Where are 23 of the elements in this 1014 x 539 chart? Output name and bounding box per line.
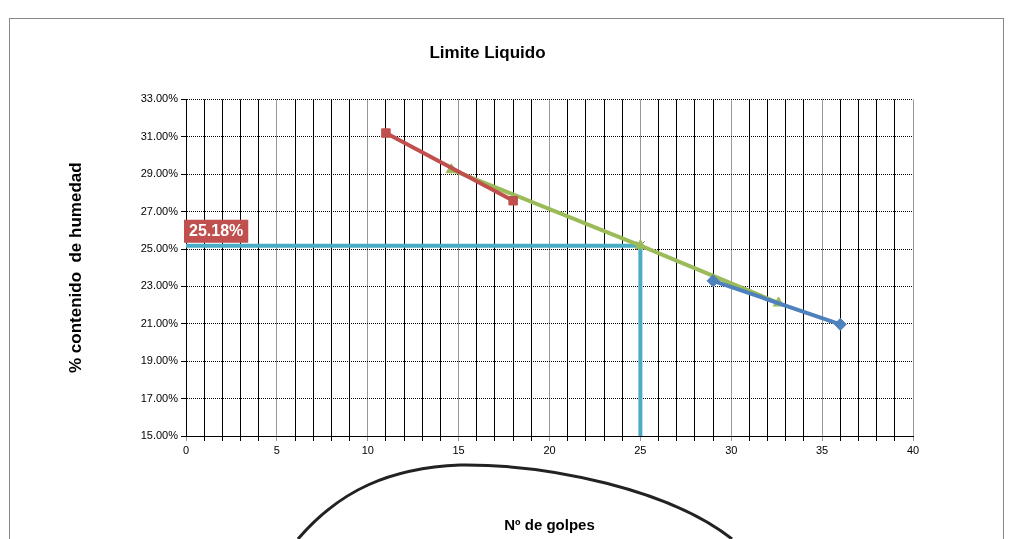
x-tick-label: 5 (273, 443, 280, 456)
x-tick-label: 15 (452, 443, 465, 456)
y-tick-label: 21.00% (140, 316, 179, 329)
chart-title: Limite Liquido (429, 42, 546, 62)
x-tick-label: 35 (816, 443, 829, 456)
x-axis-title: Nº de golpes (504, 516, 595, 534)
y-tick-label: 33.00% (140, 92, 179, 105)
y-axis-title: % contenido de humedad (65, 162, 85, 374)
x-tick-label: 30 (725, 443, 738, 456)
x-tick-label: 20 (543, 443, 556, 456)
y-tick-label: 23.00% (140, 279, 179, 292)
y-tick-label: 25.00% (140, 242, 179, 255)
y-tick-label: 15.00% (140, 429, 179, 442)
x-tick-label: 0 (182, 443, 190, 456)
y-tick-label: 29.00% (140, 167, 179, 180)
x-tick-label: 25 (634, 443, 647, 456)
x-tick-label: 40 (906, 443, 920, 456)
annotation: 25.18% (189, 222, 244, 240)
y-tick-label: 17.00% (140, 391, 179, 404)
y-tick-label: 31.00% (140, 129, 179, 142)
y-tick-label: 27.00% (140, 204, 179, 217)
x-tick-label: 10 (361, 443, 374, 456)
y-tick-label: 19.00% (140, 354, 179, 367)
